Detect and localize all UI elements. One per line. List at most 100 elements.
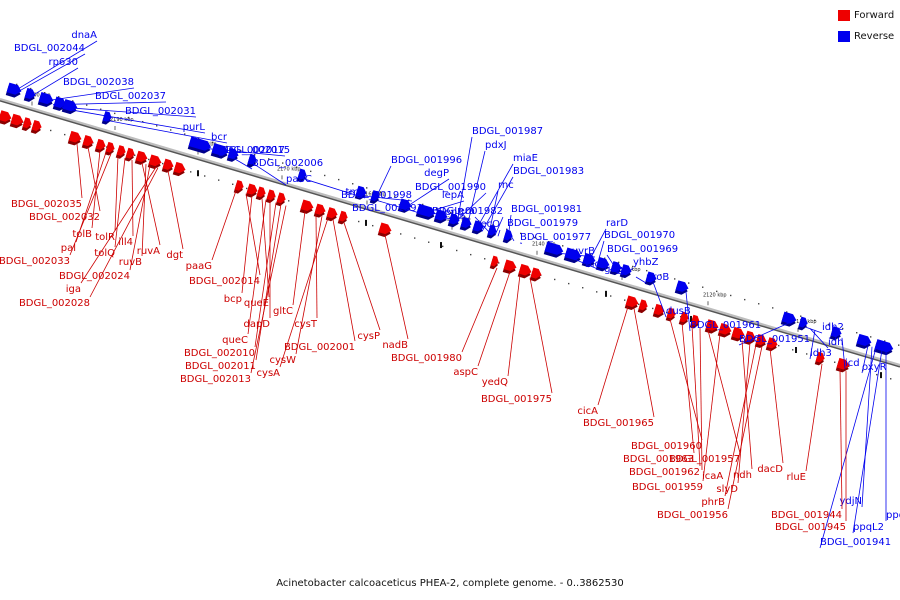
reverse-gene-label: BDGL_002017: [214, 145, 285, 156]
forward-gene-arrow-body: [266, 189, 276, 201]
forward-gene-label: BDGL_001965: [583, 418, 654, 429]
reverse-gene-label: gap: [604, 264, 623, 275]
reverse-gene-arrow-body: [596, 256, 610, 269]
forward-gene-label: paaG: [186, 261, 212, 272]
reverse-gene-label: idh2: [822, 322, 844, 333]
forward-gene-label-leader: [76, 143, 83, 199]
lower-dot: [204, 175, 206, 177]
forward-gene-label-leader: [247, 199, 267, 335]
lower-dot: [162, 162, 164, 165]
upper-dot: [702, 286, 704, 288]
forward-gene-arrow: [67, 130, 82, 146]
forward-gene-label-leader: [69, 153, 112, 256]
forward-gene-arrow-body: [766, 337, 778, 349]
reverse-gene-arrow: [619, 264, 632, 279]
upper-dot: [254, 154, 256, 156]
forward-gene-arrow-body: [148, 154, 162, 167]
upper-dot: [268, 158, 270, 160]
reverse-gene-label: idh3: [810, 348, 832, 359]
forward-gene-label: BDGL_002024: [59, 271, 130, 282]
forward-gene-label-leader: [254, 202, 277, 348]
lower-dot: [610, 295, 612, 297]
reverse-gene-arrow: [23, 87, 36, 102]
reverse-gene-label-leader: [61, 106, 197, 118]
reverse-gene-arrow-body: [564, 247, 582, 261]
reverse-gene-label: pdxJ: [485, 140, 507, 151]
upper-dot: [772, 307, 774, 309]
forward-gene-label-leader: [805, 363, 823, 472]
forward-gene-label: queC: [222, 335, 248, 346]
upper-dot: [744, 298, 746, 301]
forward-gene-label: ill4: [118, 237, 133, 248]
reverse-gene-arrow-body: [781, 311, 797, 324]
forward-gene-label: ruvA: [137, 246, 160, 257]
reverse-gene-label: BDGL_001969: [607, 244, 678, 255]
forward-gene-label: BDGL_001962: [629, 467, 700, 478]
forward-gene-arrow: [21, 117, 32, 132]
reverse-gene-label: BDGL_002031: [125, 106, 196, 117]
forward-gene-arrow: [325, 207, 338, 222]
reverse-gene-label-leader: [69, 109, 206, 134]
forward-gene-label-leader: [279, 217, 329, 368]
reverse-gene-label-leader: [481, 176, 514, 232]
lower-dot: [288, 200, 290, 202]
upper-dot: [184, 133, 186, 135]
upper-dot: [240, 149, 242, 152]
reverse-gene-label-leader: [861, 346, 873, 508]
forward-gene-arrow-body: [10, 113, 24, 126]
reverse-gene-label: BDGL_002037: [95, 91, 166, 102]
forward-gene-arrow: [665, 307, 676, 322]
forward-gene-label: tolB: [72, 229, 92, 240]
forward-gene-label: dgt: [166, 250, 183, 261]
lower-dot: [148, 158, 150, 161]
reverse-gene-arrow: [187, 136, 212, 154]
forward-gene-arrow: [124, 147, 135, 162]
reverse-gene-label-leader: [852, 349, 883, 534]
forward-gene-arrow-body: [256, 186, 266, 198]
forward-gene-arrow: [730, 326, 745, 342]
lower-dot: [624, 299, 626, 301]
forward-gene-label: BDGL_002014: [189, 276, 260, 287]
forward-gene-label: pal: [61, 243, 76, 254]
upper-dot: [100, 108, 102, 110]
lower-dot: [414, 237, 416, 239]
forward-gene-label: BDGL_001944: [771, 510, 842, 521]
forward-gene-label: cicA: [577, 406, 598, 417]
forward-gene-arrow-body: [68, 130, 82, 143]
forward-gene-arrow-body: [638, 299, 648, 311]
reverse-gene-label-leader: [377, 200, 424, 215]
forward-gene-label-leader: [741, 340, 753, 470]
tick-label: 2170 kbp: [277, 166, 301, 172]
forward-gene-arrow-body: [95, 138, 106, 150]
reverse-gene-arrow: [855, 333, 872, 349]
legend-item-forward: Forward: [838, 9, 894, 22]
forward-gene-label: dacD: [757, 464, 783, 475]
reverse-gene-label: degP: [424, 168, 449, 179]
forward-gene-label-leader: [681, 322, 695, 454]
reverse-gene-label-leader: [738, 322, 791, 346]
reverse-gene-label: BDGL_001977: [520, 232, 591, 243]
forward-gene-label: queE: [244, 298, 269, 309]
reverse-gene-arrow-body: [355, 185, 367, 197]
upper-dot: [212, 141, 214, 144]
reverse-gene-label: blc: [585, 259, 600, 270]
upper-dot: [86, 104, 88, 106]
forward-gene-arrow-body: [82, 135, 94, 147]
forward-gene-label: icaA: [702, 471, 723, 482]
reverse-gene-label: era: [459, 206, 475, 217]
reverse-gene-label: bcr: [211, 132, 228, 143]
upper-dot: [842, 327, 844, 330]
upper-dot: [58, 96, 60, 98]
reverse-gene-label-leader: [488, 190, 499, 234]
forward-gene-arrow-body: [116, 145, 126, 156]
reverse-gene-label-leader: [494, 216, 504, 236]
lower-dot: [876, 373, 878, 376]
forward-gene-label-leader: [141, 164, 147, 257]
forward-gene-label-leader: [839, 369, 843, 510]
upper-dot: [660, 274, 662, 276]
forward-gene-arrow-body: [836, 357, 850, 370]
marker-dash: [880, 372, 882, 379]
forward-gene-arrow: [104, 141, 115, 156]
reverse-gene-label-leader: [232, 157, 253, 170]
